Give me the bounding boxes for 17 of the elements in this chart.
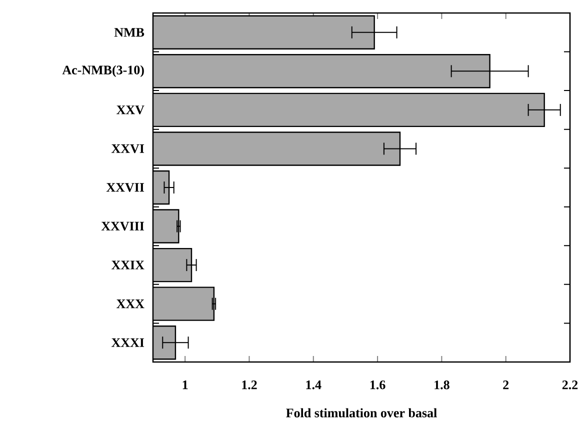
x-tick-label: 1 — [182, 380, 188, 390]
x-tick-label: 2.2 — [562, 380, 578, 390]
x-tick-label: 2 — [503, 380, 509, 390]
y-tick-label: Ac-NMB(3-10) — [62, 65, 144, 78]
x-axis-title: Fold stimulation over basal — [286, 408, 437, 418]
x-tick-label: 1.6 — [370, 380, 386, 390]
y-tick-label: XXX — [116, 300, 144, 308]
y-tick-label: XXVIII — [101, 222, 144, 231]
x-tick-label: 1.4 — [306, 380, 322, 390]
y-tick-label: XXIX — [111, 260, 144, 270]
y-tick-label: XXV — [116, 106, 144, 114]
y-tick-label: XXXI — [111, 338, 144, 347]
x-tick-label: 1.2 — [242, 380, 257, 390]
x-tick-label: 1.8 — [434, 380, 450, 390]
y-tick-label: XXVI — [111, 144, 144, 154]
y-tick-label: NMB — [114, 28, 144, 37]
y-tick-label: XXVII — [106, 183, 144, 192]
